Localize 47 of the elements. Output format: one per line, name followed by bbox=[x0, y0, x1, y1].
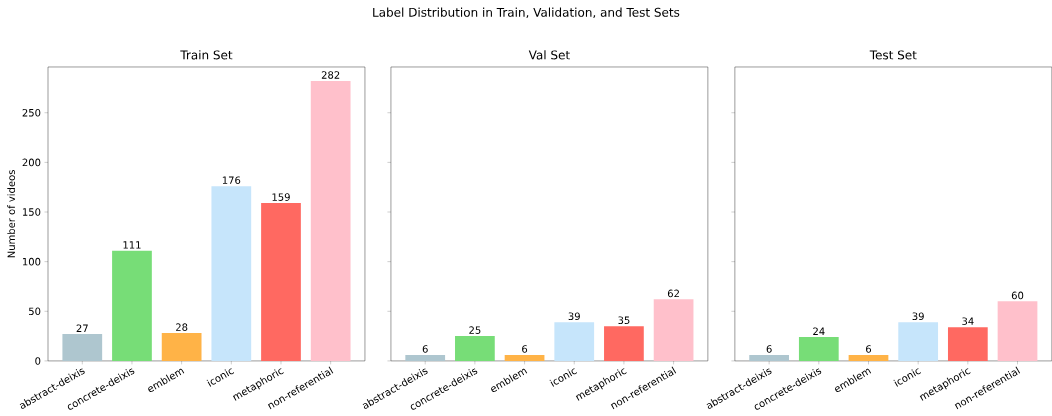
y-tick-label: 50 bbox=[29, 307, 41, 316]
bar bbox=[112, 250, 152, 361]
data-label: 27 bbox=[76, 324, 88, 332]
bar bbox=[749, 355, 790, 361]
bar bbox=[848, 355, 889, 361]
data-label: 39 bbox=[912, 312, 924, 321]
data-label: 24 bbox=[813, 327, 825, 335]
data-label: 282 bbox=[321, 71, 340, 79]
data-label: 6 bbox=[866, 345, 872, 353]
y-tick-label: 200 bbox=[22, 158, 41, 167]
bar bbox=[62, 334, 103, 361]
data-label: 6 bbox=[522, 345, 528, 353]
y-tick-label: 250 bbox=[22, 109, 41, 117]
bar bbox=[604, 326, 644, 361]
chart-title: Train Set bbox=[180, 50, 233, 60]
y-tick-label: 100 bbox=[22, 257, 41, 266]
bar bbox=[504, 355, 545, 361]
bar bbox=[261, 203, 301, 361]
bar bbox=[898, 322, 939, 361]
data-label: 60 bbox=[1011, 291, 1024, 300]
bar bbox=[554, 322, 595, 361]
data-label: 6 bbox=[766, 345, 772, 353]
y-tick-label: 0 bbox=[35, 357, 41, 365]
bar bbox=[455, 336, 495, 361]
chart-title: Val Set bbox=[528, 50, 570, 60]
y-tick-label: 150 bbox=[22, 208, 41, 216]
text: Label Distribution in Train, Validation, and Test Sets bbox=[373, 7, 680, 19]
data-label: 111 bbox=[123, 241, 141, 249]
data-label: 176 bbox=[222, 176, 241, 185]
bar bbox=[947, 327, 988, 361]
data-label: 25 bbox=[469, 326, 481, 334]
bar bbox=[798, 337, 839, 361]
bar bbox=[161, 333, 202, 361]
data-label: 6 bbox=[422, 345, 428, 353]
data-label: 34 bbox=[962, 317, 974, 326]
data-label: 39 bbox=[568, 312, 580, 321]
bar bbox=[997, 301, 1038, 361]
bar bbox=[211, 186, 252, 361]
bar bbox=[310, 81, 351, 361]
y-axis-title: Number of videos bbox=[7, 170, 16, 258]
data-label: 28 bbox=[176, 323, 188, 331]
bar bbox=[653, 299, 694, 361]
chart-title: Test Set bbox=[869, 50, 917, 60]
data-label: 159 bbox=[272, 193, 290, 201]
bar bbox=[405, 355, 446, 361]
data-label: 35 bbox=[618, 316, 630, 325]
data-label: 62 bbox=[667, 289, 679, 298]
